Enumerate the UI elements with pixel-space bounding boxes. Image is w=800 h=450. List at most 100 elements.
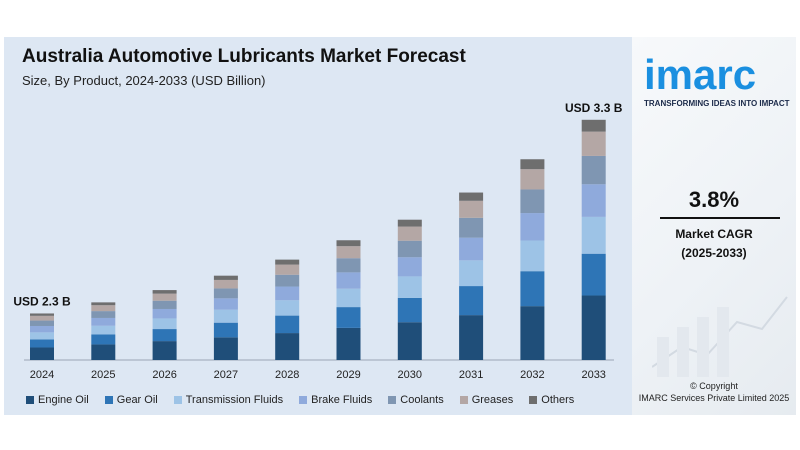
bar-segment-brake-fluids-2026 <box>152 308 177 319</box>
bar-segment-coolants-2032 <box>520 189 545 214</box>
legend-swatch <box>173 396 182 404</box>
bar-segment-greases-2025 <box>91 305 116 312</box>
legend-label: Engine Oil <box>38 394 89 406</box>
chart-subtitle: Size, By Product, 2024-2033 (USD Billion… <box>22 73 266 88</box>
cagr-divider <box>660 217 780 219</box>
bar-segment-greases-2024 <box>30 315 54 321</box>
bar-segment-others-2031 <box>459 192 484 201</box>
bar-segment-engine-oil-2033 <box>581 295 606 360</box>
legend-label: Gear Oil <box>116 394 158 406</box>
company-name: IMARC Services Private Limited 2025 <box>638 393 790 403</box>
bar-segment-gear-oil-2026 <box>152 329 177 342</box>
bar-segment-engine-oil-2030 <box>397 322 422 360</box>
legend-swatch <box>299 396 308 404</box>
bar-segment-transmission-fluids-2027 <box>213 309 238 323</box>
bar-segment-greases-2029 <box>336 246 361 259</box>
bar-segment-others-2025 <box>91 302 116 306</box>
bar-segment-greases-2028 <box>275 264 300 275</box>
bar-segment-engine-oil-2028 <box>275 333 300 360</box>
x-tick-label-2031: 2031 <box>459 369 483 381</box>
bar-segment-engine-oil-2031 <box>459 315 484 360</box>
bar-segment-engine-oil-2027 <box>213 337 238 360</box>
legend-item-others: Others <box>529 394 574 406</box>
bar-segment-gear-oil-2027 <box>213 322 238 338</box>
legend-item-transmission-fluids: Transmission Fluids <box>173 394 284 406</box>
bar-segment-transmission-fluids-2032 <box>520 240 545 272</box>
legend-swatch <box>529 396 538 404</box>
bar-segment-greases-2026 <box>152 293 177 301</box>
legend-item-gear-oil: Gear Oil <box>104 394 158 406</box>
x-tick-label-2029: 2029 <box>336 369 360 381</box>
bar-segment-brake-fluids-2033 <box>581 184 606 217</box>
imarc-logo: imarc <box>644 51 757 98</box>
bar-segment-engine-oil-2026 <box>152 341 177 360</box>
legend-label: Greases <box>471 394 514 406</box>
bar-segment-coolants-2027 <box>213 288 238 299</box>
legend-label: Coolants <box>400 394 444 406</box>
bar-segment-coolants-2030 <box>397 240 422 258</box>
legend-swatch <box>26 396 34 404</box>
value-label-2024: USD 2.3 B <box>13 294 71 308</box>
stacked-bar-chart: 2024 2025 2026 2027 2028 2029 2030 2031 2032 2033… <box>13 101 623 381</box>
x-tick-label-2025: 2025 <box>91 369 115 381</box>
bar-segment-coolants-2025 <box>91 311 116 318</box>
bar-segment-brake-fluids-2028 <box>275 286 300 301</box>
chart-legend: Engine Oil Gear Oil Transmission Fluids Bra… <box>26 393 574 407</box>
bar-segment-others-2024 <box>30 313 54 316</box>
chart-panel: Australia Automotive Lubricants Market F… <box>4 37 632 415</box>
side-panel: imarc TRANSFORMING IDEAS INTO IMPACT 3.8… <box>632 37 796 415</box>
legend-swatch <box>459 396 468 404</box>
bar-segment-engine-oil-2032 <box>520 306 545 360</box>
value-label-2033: USD 3.3 B <box>565 101 623 115</box>
bar-segment-engine-oil-2029 <box>336 327 361 360</box>
decorative-chart-graphic <box>652 296 788 377</box>
cagr-value: 3.8% <box>688 187 740 212</box>
bar-segment-transmission-fluids-2029 <box>336 288 361 308</box>
bar-segment-brake-fluids-2029 <box>336 272 361 289</box>
bar-segment-transmission-fluids-2028 <box>275 300 300 316</box>
bar-segment-others-2033 <box>581 119 606 132</box>
bar-segment-brake-fluids-2027 <box>213 298 238 310</box>
bar-segment-brake-fluids-2032 <box>520 213 545 241</box>
bar-segment-transmission-fluids-2026 <box>152 318 177 330</box>
bar-segment-gear-oil-2024 <box>30 339 54 348</box>
legend-label: Transmission Fluids <box>185 394 284 406</box>
bar-segment-coolants-2028 <box>275 274 300 287</box>
bar-segment-transmission-fluids-2025 <box>91 325 116 335</box>
bar-segment-transmission-fluids-2030 <box>397 276 422 298</box>
bar-segment-gear-oil-2032 <box>520 271 545 307</box>
cagr-label: Market CAGR <box>675 227 753 241</box>
infographic-card: Australia Automotive Lubricants Market F… <box>4 37 796 415</box>
x-tick-label-2027: 2027 <box>214 369 238 381</box>
bar-segment-brake-fluids-2024 <box>30 325 54 333</box>
bar-segment-coolants-2026 <box>152 300 177 309</box>
bar-segment-brake-fluids-2025 <box>91 317 116 326</box>
bar-segment-brake-fluids-2030 <box>397 257 422 277</box>
legend-item-engine-oil: Engine Oil <box>26 394 89 406</box>
bar-segment-gear-oil-2025 <box>91 334 116 345</box>
legend-swatch <box>104 396 113 404</box>
x-tick-label-2032: 2032 <box>520 369 544 381</box>
bar-segment-transmission-fluids-2033 <box>581 216 606 254</box>
x-tick-label-2030: 2030 <box>398 369 422 381</box>
bar-segment-coolants-2033 <box>581 155 606 185</box>
bar-segment-others-2027 <box>213 275 238 280</box>
bar-segment-transmission-fluids-2031 <box>459 260 484 287</box>
bar-segment-coolants-2031 <box>459 217 484 238</box>
legend-item-coolants: Coolants <box>388 394 444 406</box>
bar-segment-gear-oil-2033 <box>581 253 606 296</box>
bar-segment-coolants-2029 <box>336 258 361 273</box>
legend-label: Brake Fluids <box>311 394 373 406</box>
bar-segment-gear-oil-2029 <box>336 307 361 328</box>
bar-segment-engine-oil-2024 <box>30 347 54 360</box>
bar-segment-greases-2027 <box>213 279 238 289</box>
bar-segment-others-2030 <box>397 219 422 227</box>
cagr-period: (2025-2033) <box>681 246 747 260</box>
chart-title: Australia Automotive Lubricants Market F… <box>22 46 466 67</box>
bar-segment-others-2032 <box>520 159 545 170</box>
bar-segment-brake-fluids-2031 <box>459 237 484 261</box>
bar-segment-others-2028 <box>275 259 300 265</box>
bar-segment-gear-oil-2031 <box>459 286 484 316</box>
legend-item-brake-fluids: Brake Fluids <box>299 394 372 406</box>
x-tick-label-2026: 2026 <box>152 369 176 381</box>
